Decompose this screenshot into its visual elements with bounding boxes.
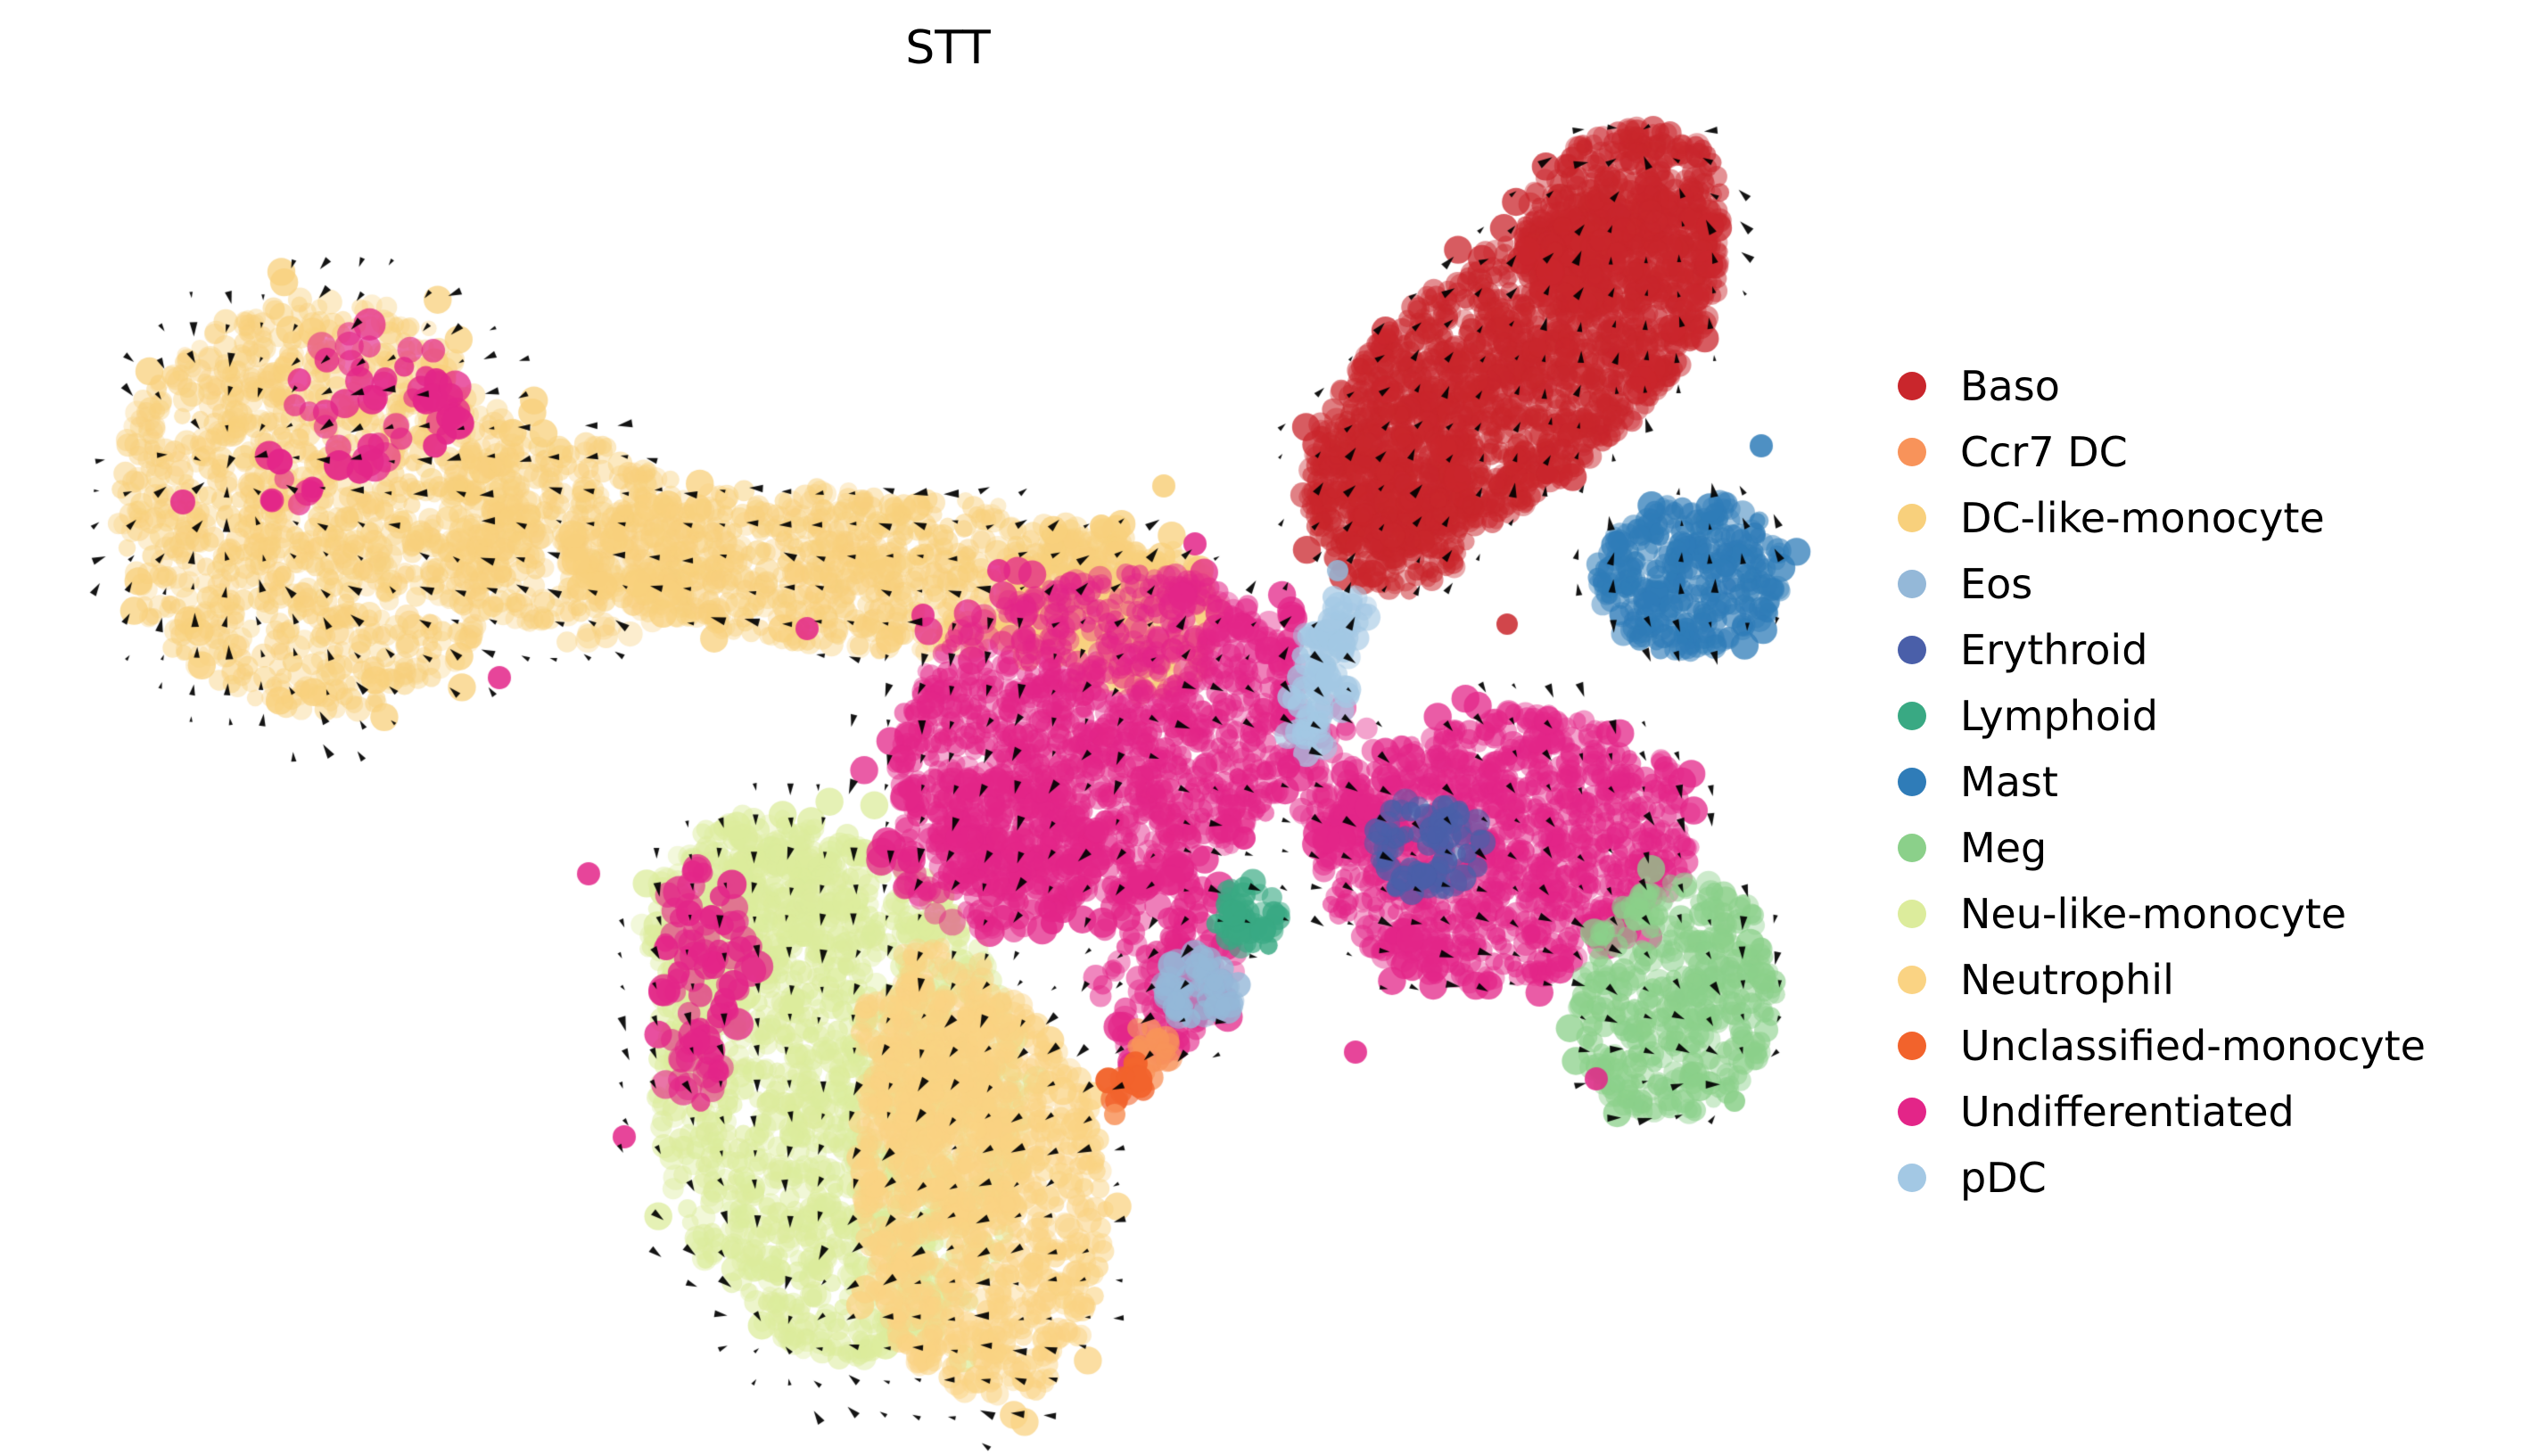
- legend-swatch: [1898, 372, 1926, 400]
- legend-swatch: [1898, 900, 1926, 928]
- legend-label: Meg: [1960, 824, 2048, 872]
- legend-item: Neutrophil: [1898, 947, 2426, 1013]
- legend-label: Ccr7 DC: [1960, 428, 2128, 476]
- legend-swatch: [1898, 834, 1926, 862]
- legend-item: Erythroid: [1898, 617, 2426, 683]
- legend-swatch: [1898, 702, 1926, 730]
- legend-swatch: [1898, 438, 1926, 466]
- legend-swatch: [1898, 504, 1926, 532]
- legend-swatch: [1898, 570, 1926, 598]
- legend-item: DC-like-monocyte: [1898, 485, 2426, 551]
- legend-label: Unclassified-monocyte: [1960, 1022, 2426, 1070]
- legend-item: Ccr7 DC: [1898, 419, 2426, 485]
- legend-label: Mast: [1960, 758, 2058, 806]
- legend-swatch: [1898, 966, 1926, 994]
- legend-label: Erythroid: [1960, 626, 2148, 674]
- legend-item: Meg: [1898, 815, 2426, 881]
- legend-item: Baso: [1898, 353, 2426, 419]
- legend-swatch: [1898, 636, 1926, 664]
- legend-swatch: [1898, 768, 1926, 796]
- legend-item: pDC: [1898, 1145, 2426, 1211]
- legend-swatch: [1898, 1032, 1926, 1060]
- legend-item: Undifferentiated: [1898, 1079, 2426, 1145]
- legend: Baso Ccr7 DC DC-like-monocyte Eos Erythroid L…: [1898, 353, 2426, 1211]
- legend-label: Baso: [1960, 362, 2060, 410]
- legend-label: Neutrophil: [1960, 956, 2174, 1004]
- legend-label: Undifferentiated: [1960, 1088, 2295, 1136]
- legend-item: Unclassified-monocyte: [1898, 1013, 2426, 1079]
- legend-label: Lymphoid: [1960, 692, 2158, 740]
- legend-item: Lymphoid: [1898, 683, 2426, 749]
- legend-item: Neu-like-monocyte: [1898, 881, 2426, 947]
- legend-label: Neu-like-monocyte: [1960, 890, 2347, 938]
- legend-swatch: [1898, 1098, 1926, 1126]
- legend-swatch: [1898, 1164, 1926, 1192]
- legend-item: Mast: [1898, 749, 2426, 815]
- legend-label: pDC: [1960, 1154, 2047, 1202]
- plot-title: STT: [905, 21, 991, 75]
- legend-label: Eos: [1960, 560, 2033, 608]
- legend-item: Eos: [1898, 551, 2426, 617]
- legend-label: DC-like-monocyte: [1960, 494, 2325, 542]
